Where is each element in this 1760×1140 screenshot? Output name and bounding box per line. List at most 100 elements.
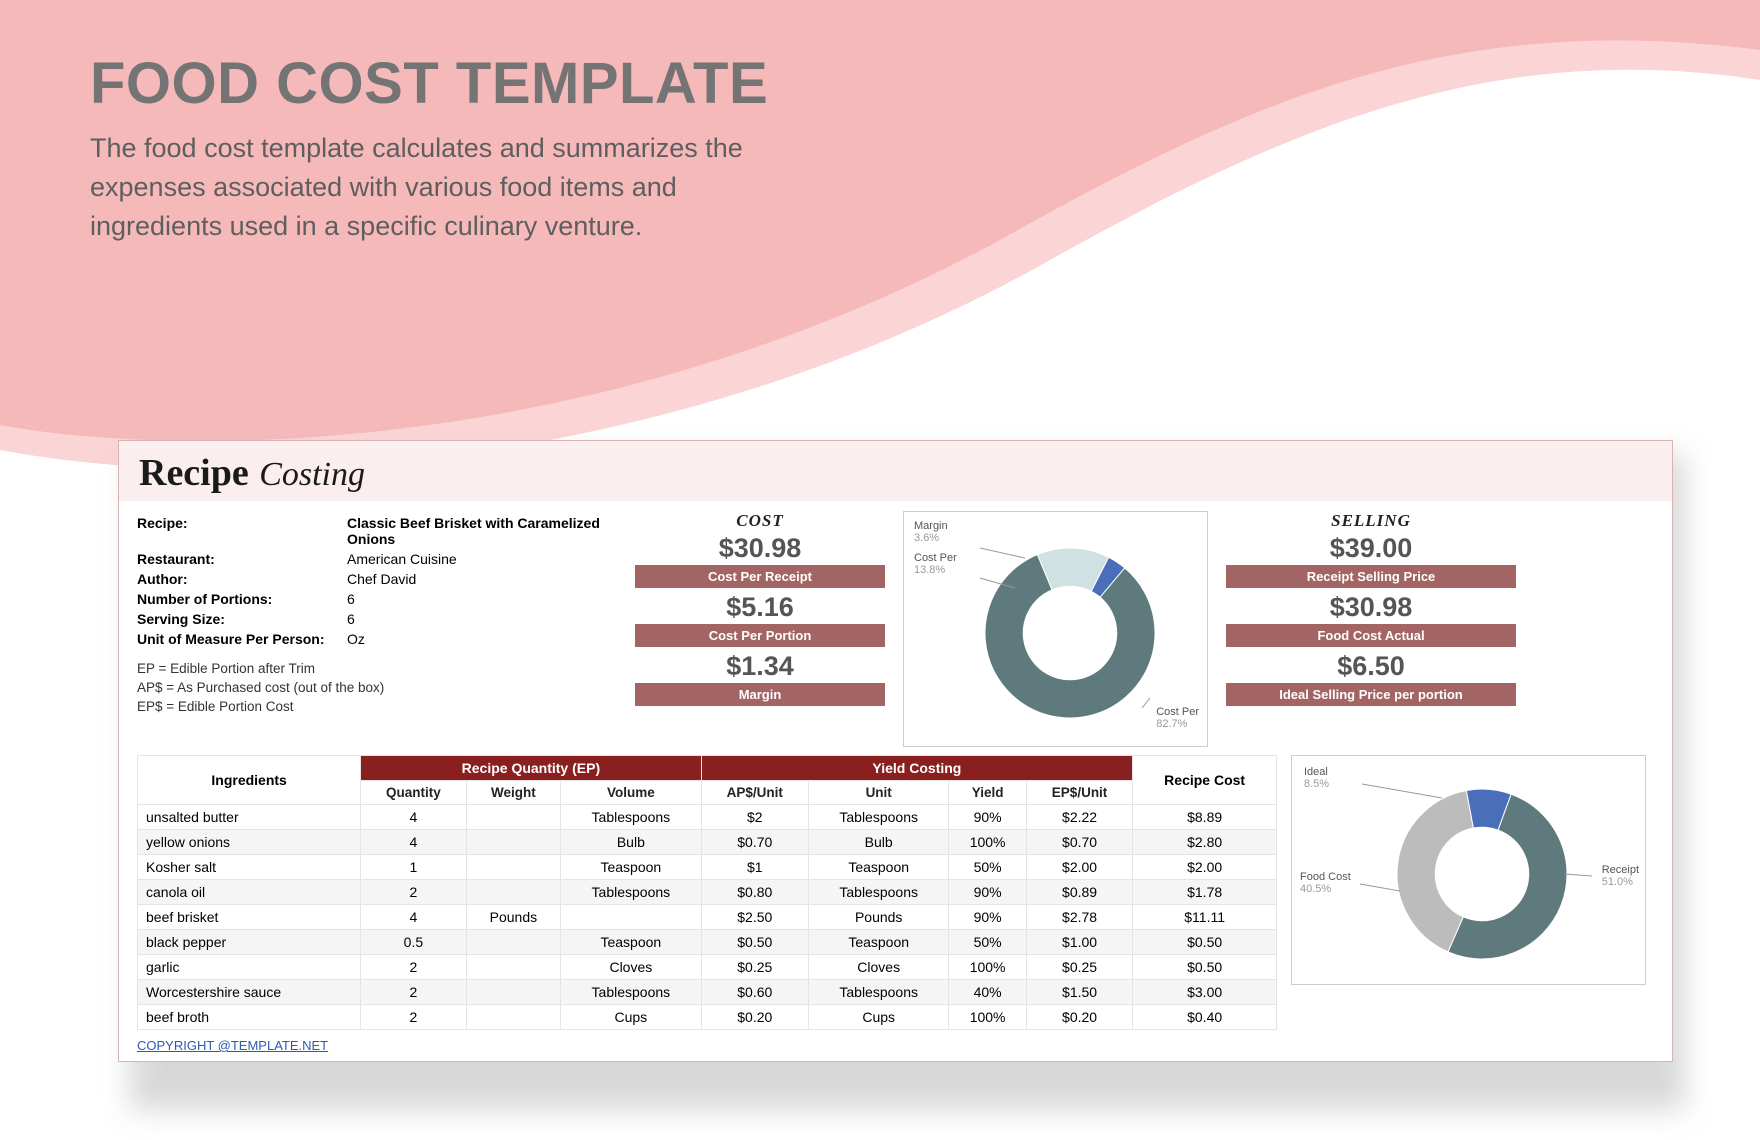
card-title-script: Costing: [259, 456, 365, 493]
selling-b1: Receipt Selling Price: [1226, 565, 1516, 588]
selling-column: SELLING $39.00 Receipt Selling Price $30…: [1226, 511, 1516, 747]
table-cell: 90%: [949, 805, 1027, 830]
info-block: Recipe:Classic Beef Brisket with Caramel…: [137, 511, 617, 747]
table-cell: $0.50: [701, 930, 809, 955]
selling-heading: SELLING: [1226, 511, 1516, 531]
table-cell: black pepper: [138, 930, 361, 955]
table-cell: 1: [361, 855, 466, 880]
cost-b2: Cost Per Portion: [635, 624, 885, 647]
selling-b2: Food Cost Actual: [1226, 624, 1516, 647]
table-cell: $0.70: [1026, 830, 1132, 855]
table-row: black pepper0.5Teaspoon$0.50Teaspoon50%$…: [138, 930, 1277, 955]
table-cell: 2: [361, 1005, 466, 1030]
th-sub: Yield: [949, 781, 1027, 805]
table-cell: 4: [361, 830, 466, 855]
table-cell: $0.80: [701, 880, 809, 905]
table-cell: yellow onions: [138, 830, 361, 855]
info-value: Classic Beef Brisket with Caramelized On…: [347, 515, 617, 547]
table-cell: 0.5: [361, 930, 466, 955]
cost-heading: COST: [635, 511, 885, 531]
table-cell: Tablespoons: [809, 805, 949, 830]
definition-line: AP$ = As Purchased cost (out of the box): [137, 680, 617, 695]
table-cell: $1.78: [1133, 880, 1277, 905]
selling-v2: $30.98: [1226, 592, 1516, 623]
table-cell: 100%: [949, 1005, 1027, 1030]
table-cell: 2: [361, 955, 466, 980]
table-cell: $0.50: [1133, 955, 1277, 980]
table-cell: $0.25: [1026, 955, 1132, 980]
table-cell: Cups: [809, 1005, 949, 1030]
cost-b3: Margin: [635, 683, 885, 706]
table-cell: $0.40: [1133, 1005, 1277, 1030]
cost-v2: $5.16: [635, 592, 885, 623]
table-cell: Tablespoons: [561, 980, 701, 1005]
chart1-label-costper1: Cost Per82.7%: [1156, 706, 1199, 730]
table-cell: [466, 830, 561, 855]
table-cell: 50%: [949, 855, 1027, 880]
th-sub: Unit: [809, 781, 949, 805]
table-cell: $8.89: [1133, 805, 1277, 830]
cost-donut-chart: Margin3.6% Cost Per13.8% Cost Per82.7%: [903, 511, 1208, 747]
table-cell: [466, 880, 561, 905]
lower-section: Ingredients Recipe Quantity (EP) Yield C…: [119, 755, 1672, 1034]
th-sub: Quantity: [361, 781, 466, 805]
table-cell: $1.50: [1026, 980, 1132, 1005]
table-cell: 90%: [949, 905, 1027, 930]
card-header: Recipe Costing: [119, 441, 1672, 501]
selling-v1: $39.00: [1226, 533, 1516, 564]
donut2-svg: [1292, 756, 1645, 984]
table-row: canola oil2Tablespoons$0.80Tablespoons90…: [138, 880, 1277, 905]
table-cell: [466, 980, 561, 1005]
table-cell: $11.11: [1133, 905, 1277, 930]
table-cell: beef brisket: [138, 905, 361, 930]
th-sub: EP$/Unit: [1026, 781, 1132, 805]
card-title-strong: Recipe: [139, 452, 249, 494]
th-sub: AP$/Unit: [701, 781, 809, 805]
info-label: Unit of Measure Per Person:: [137, 631, 347, 647]
table-cell: Worcestershire sauce: [138, 980, 361, 1005]
table-row: unsalted butter4Tablespoons$2Tablespoons…: [138, 805, 1277, 830]
cost-v3: $1.34: [635, 651, 885, 682]
th-sub: Volume: [561, 781, 701, 805]
table-cell: Tablespoons: [561, 805, 701, 830]
chart2-label-receipt: Receipt51.0%: [1602, 864, 1639, 888]
table-cell: Tablespoons: [809, 980, 949, 1005]
table-cell: 40%: [949, 980, 1027, 1005]
table-cell: $0.20: [1026, 1005, 1132, 1030]
table-cell: Cups: [561, 1005, 701, 1030]
table-cell: $2.50: [701, 905, 809, 930]
th-sub: Weight: [466, 781, 561, 805]
table-row: yellow onions4Bulb$0.70Bulb100%$0.70$2.8…: [138, 830, 1277, 855]
table-cell: 4: [361, 905, 466, 930]
info-value: Chef David: [347, 571, 617, 587]
table-cell: 4: [361, 805, 466, 830]
info-label: Author:: [137, 571, 347, 587]
table-cell: [466, 930, 561, 955]
th-group-yield: Yield Costing: [701, 756, 1133, 781]
table-cell: $2.22: [1026, 805, 1132, 830]
table-cell: Pounds: [466, 905, 561, 930]
chart1-label-costper2: Cost Per13.8%: [914, 552, 957, 576]
table-cell: Teaspoon: [809, 930, 949, 955]
table-cell: Pounds: [809, 905, 949, 930]
hero-title: FOOD COST TEMPLATE: [90, 50, 790, 117]
table-cell: $0.70: [701, 830, 809, 855]
table-cell: 90%: [949, 880, 1027, 905]
table-row: Kosher salt1Teaspoon$1Teaspoon50%$2.00$2…: [138, 855, 1277, 880]
copyright-link[interactable]: COPYRIGHT @TEMPLATE.NET: [137, 1038, 328, 1053]
table-cell: $0.25: [701, 955, 809, 980]
upper-section: Recipe:Classic Beef Brisket with Caramel…: [119, 501, 1672, 755]
table-cell: $0.60: [701, 980, 809, 1005]
selling-v3: $6.50: [1226, 651, 1516, 682]
definition-line: EP$ = Edible Portion Cost: [137, 699, 617, 714]
table-cell: [466, 855, 561, 880]
table-cell: canola oil: [138, 880, 361, 905]
table-cell: [466, 955, 561, 980]
table-cell: Teaspoon: [561, 930, 701, 955]
table-cell: unsalted butter: [138, 805, 361, 830]
definition-line: EP = Edible Portion after Trim: [137, 661, 617, 676]
table-cell: 100%: [949, 955, 1027, 980]
info-value: 6: [347, 611, 617, 627]
chart2-label-ideal: Ideal8.5%: [1304, 766, 1329, 790]
table-cell: Teaspoon: [561, 855, 701, 880]
